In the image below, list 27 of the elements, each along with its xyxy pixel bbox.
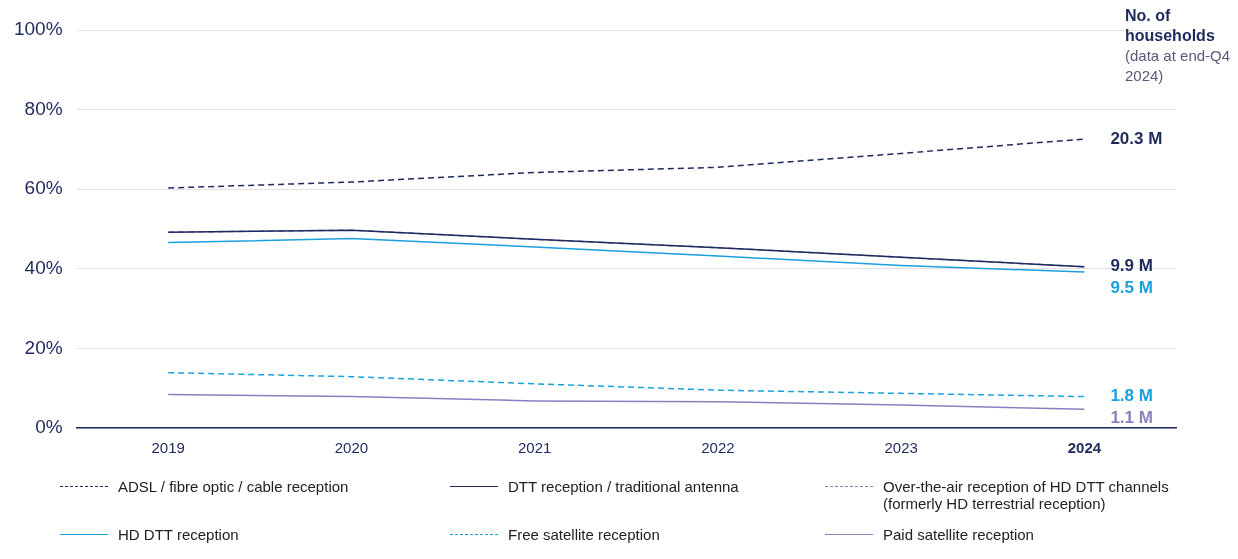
x-tick-label: 2023: [884, 439, 918, 457]
y-tick-label: 100%: [13, 18, 63, 40]
annotation: 20.3 M: [1110, 128, 1163, 148]
x-tick-label: 2022: [701, 439, 735, 457]
legend-label: Over-the-air reception of HD DTT channels (formerly HD terrestrial reception): [883, 478, 1170, 512]
y-tick-label: 0%: [35, 416, 63, 438]
annotation: (data at end-Q4 2024): [1125, 46, 1232, 86]
legend-label: HD DTT reception: [118, 526, 239, 543]
annotation: 1.8 M: [1110, 386, 1153, 406]
annotation: 9.5 M: [1110, 278, 1153, 298]
y-tick-label: 80%: [24, 97, 63, 119]
legend-label: Paid satellite reception: [883, 526, 1034, 543]
x-tick-label: 2024: [1067, 439, 1102, 457]
x-tick-label: 2021: [517, 439, 552, 457]
legend-label: Free satellite reception: [508, 526, 660, 543]
legend-label: ADSL / fibre optic / cable reception: [118, 478, 349, 495]
y-tick-label: 40%: [24, 257, 63, 279]
y-tick-label: 60%: [24, 177, 63, 199]
line-series: [167, 138, 1086, 189]
line-series: [167, 371, 1086, 398]
x-tick-label: 2019: [151, 439, 185, 457]
x-tick-label: 2020: [334, 439, 369, 457]
annotation: 1.1 M: [1110, 408, 1153, 428]
legend-label: DTT reception / traditional antenna: [508, 478, 739, 495]
annotation: 9.9 M: [1110, 256, 1153, 276]
y-tick-label: 20%: [24, 336, 63, 358]
annotation: No. of households: [1125, 6, 1216, 46]
